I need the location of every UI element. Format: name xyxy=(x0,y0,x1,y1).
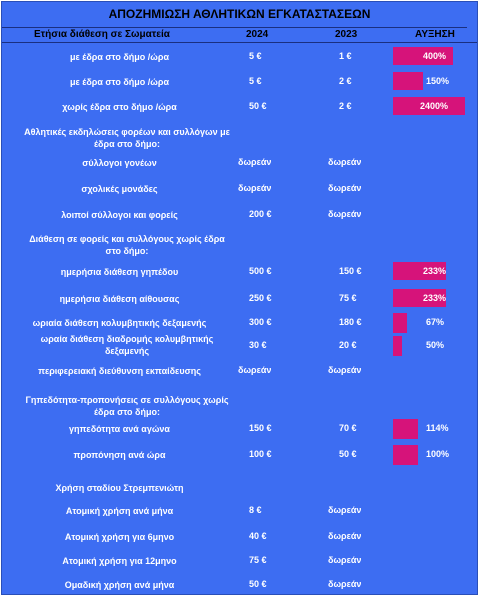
value-2023: δωρεάν xyxy=(328,209,362,219)
value-2024: 300 € xyxy=(249,317,272,327)
value-2023: δωρεάν xyxy=(328,365,362,375)
value-2024: 50 € xyxy=(249,579,267,589)
row-label: λοιποί σύλλογοι και φορείς xyxy=(61,210,178,220)
value-2023: 2 € xyxy=(339,76,352,86)
value-2024: 40 € xyxy=(249,531,267,541)
increase-value: 67% xyxy=(426,317,445,327)
increase-bar xyxy=(393,97,465,115)
value-2024: δωρεάν xyxy=(238,365,272,375)
value-2024: 100 € xyxy=(249,449,272,459)
value-2023: δωρεάν xyxy=(328,505,362,515)
increase-value: 150% xyxy=(426,76,450,86)
increase-bar xyxy=(393,47,453,65)
value-2024: 50 € xyxy=(249,101,267,111)
value-2023: δωρεάν xyxy=(328,157,362,167)
increase-bar xyxy=(393,289,446,307)
column-header-2023: 2023 xyxy=(335,29,358,40)
increase-bar xyxy=(393,72,423,90)
row-label: Ομαδική χρήση ανά μήνα xyxy=(64,580,175,590)
section-label: ωραία διάθεση διαδρομής κολυμβητικής δεξ… xyxy=(40,334,214,356)
value-2023: δωρεάν xyxy=(328,183,362,193)
row-label: Χρήση σταδίου Στρεμπενιώτη xyxy=(55,483,184,493)
value-2024: 8 € xyxy=(249,505,262,515)
value-2023: 150 € xyxy=(339,266,362,276)
increase-value: 100% xyxy=(426,449,450,459)
value-2023: 75 € xyxy=(339,293,357,303)
value-2024: 200 € xyxy=(249,209,272,219)
value-2024: 150 € xyxy=(249,423,272,433)
column-header-increase: ΑΥΞΗΣΗ xyxy=(415,29,455,40)
column-header-2024: 2024 xyxy=(246,29,269,40)
value-2023: 1 € xyxy=(339,51,352,61)
increase-value: 114% xyxy=(426,423,449,433)
value-2024: 30 € xyxy=(249,340,267,350)
value-2023: δωρεάν xyxy=(328,531,362,541)
header-divider xyxy=(2,42,477,43)
increase-bar xyxy=(393,262,446,280)
table-title: ΑΠΟΖΗΜΙΩΣΗ ΑΘΛΗΤΙΚΩΝ ΕΓΚΑΤΑΣΤΑΣΕΩΝ xyxy=(108,7,371,21)
row-label: Ατομική χρήση για 12μηνο xyxy=(62,556,177,566)
value-2024: 500 € xyxy=(249,266,272,276)
increase-value: 400% xyxy=(423,51,447,61)
value-2023: δωρεάν xyxy=(328,555,362,565)
row-label: ημερήσια διάθεση γηπέδου xyxy=(60,267,179,277)
title-divider xyxy=(2,27,467,28)
row-label: σύλλογοι γονέων xyxy=(82,158,157,168)
increase-value: 233% xyxy=(423,266,447,276)
value-2024: 250 € xyxy=(249,293,272,303)
row-label: περιφερειακή διεύθυνση εκπαίδευσης xyxy=(38,366,201,376)
value-2024: δωρεάν xyxy=(238,183,272,193)
column-header-description: Ετήσια διάθεση σε Σωματεία xyxy=(34,29,170,40)
increase-value: 50% xyxy=(426,340,445,350)
row-label: Ατομική χρήση ανά μήνα xyxy=(65,506,174,516)
row-label: προπόνηση ανά ώρα xyxy=(73,450,166,460)
section-label: Διάθεση σε φορείς και συλλόγους χωρίς έδ… xyxy=(29,234,225,256)
row-label: Ατομική χρήση για 6μηνο xyxy=(64,532,175,542)
section-label: Αθλητικές εκδηλώσεις φορέων και συλλόγων… xyxy=(24,127,230,149)
value-2024: δωρεάν xyxy=(238,157,272,167)
row-label: χωρίς έδρα στο δήμο /ώρα xyxy=(62,102,177,112)
value-2023: 50 € xyxy=(339,449,357,459)
increase-value: 2400% xyxy=(420,101,449,111)
increase-bar xyxy=(393,445,418,465)
row-label: ωριαία διάθεση κολυμβητικής δεξαμενής xyxy=(32,318,207,328)
value-2023: 70 € xyxy=(339,423,357,433)
increase-value: 233% xyxy=(423,293,447,303)
increase-bar xyxy=(393,313,407,333)
row-label: γηπεδότητα ανά αγώνα xyxy=(69,424,170,434)
value-2024: 5 € xyxy=(249,76,262,86)
row-label: σχολικές μονάδες xyxy=(81,184,158,194)
value-2024: 5 € xyxy=(249,51,262,61)
row-label: ημερήσια διάθεση αίθουσας xyxy=(59,294,180,304)
increase-bar xyxy=(393,336,402,356)
increase-bar xyxy=(393,419,418,439)
row-label: με έδρα στο δήμο /ώρα xyxy=(70,52,169,62)
row-label: με έδρα στο δήμο /ώρα xyxy=(70,77,169,87)
value-2024: 75 € xyxy=(249,555,267,565)
value-2023: 180 € xyxy=(339,317,362,327)
value-2023: 20 € xyxy=(339,340,357,350)
section-label: Γηπεδότητα-προπονήσεις σε συλλόγους χωρί… xyxy=(25,395,229,417)
value-2023: δωρεάν xyxy=(328,579,362,589)
value-2023: 2 € xyxy=(339,101,352,111)
